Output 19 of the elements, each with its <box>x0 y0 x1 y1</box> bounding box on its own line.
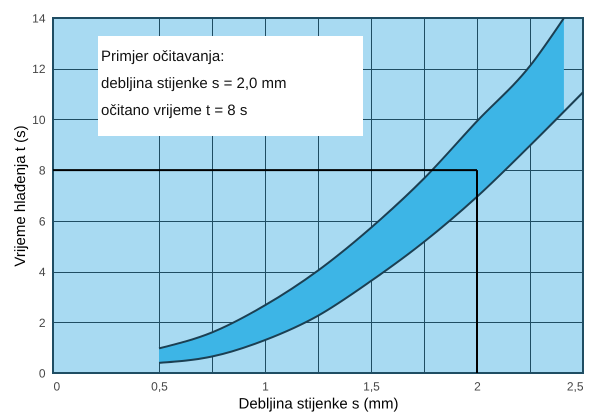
annotation: debljina stijenke s = 2,0 mm <box>101 75 287 92</box>
y-tick-label: 8 <box>38 164 46 178</box>
annotation: očitano vrijeme t = 8 s <box>101 102 248 119</box>
y-tick-label: 6 <box>38 214 46 228</box>
x-axis-title: Debljina stijenke s (mm) <box>238 396 399 412</box>
x-tick-label: 0,5 <box>151 380 168 394</box>
y-tick-label: 0 <box>38 366 46 380</box>
x-tick-label: 2,5 <box>566 380 584 394</box>
x-tick-label: 1,5 <box>363 380 380 394</box>
x-tick-label: 0 <box>54 380 60 394</box>
y-tick-label: 14 <box>32 12 46 26</box>
annotation: Primjer očitavanja: <box>101 48 224 65</box>
y-tick-label: 2 <box>38 316 46 330</box>
y-axis-title: Vrijeme hlađenja t (s) <box>12 125 30 267</box>
y-tick-label: 12 <box>32 62 46 76</box>
y-tick-label: 4 <box>38 265 46 280</box>
x-tick-label: 2 <box>474 380 482 394</box>
x-tick-label: 1 <box>262 380 270 394</box>
y-tick-label: 10 <box>32 112 46 127</box>
